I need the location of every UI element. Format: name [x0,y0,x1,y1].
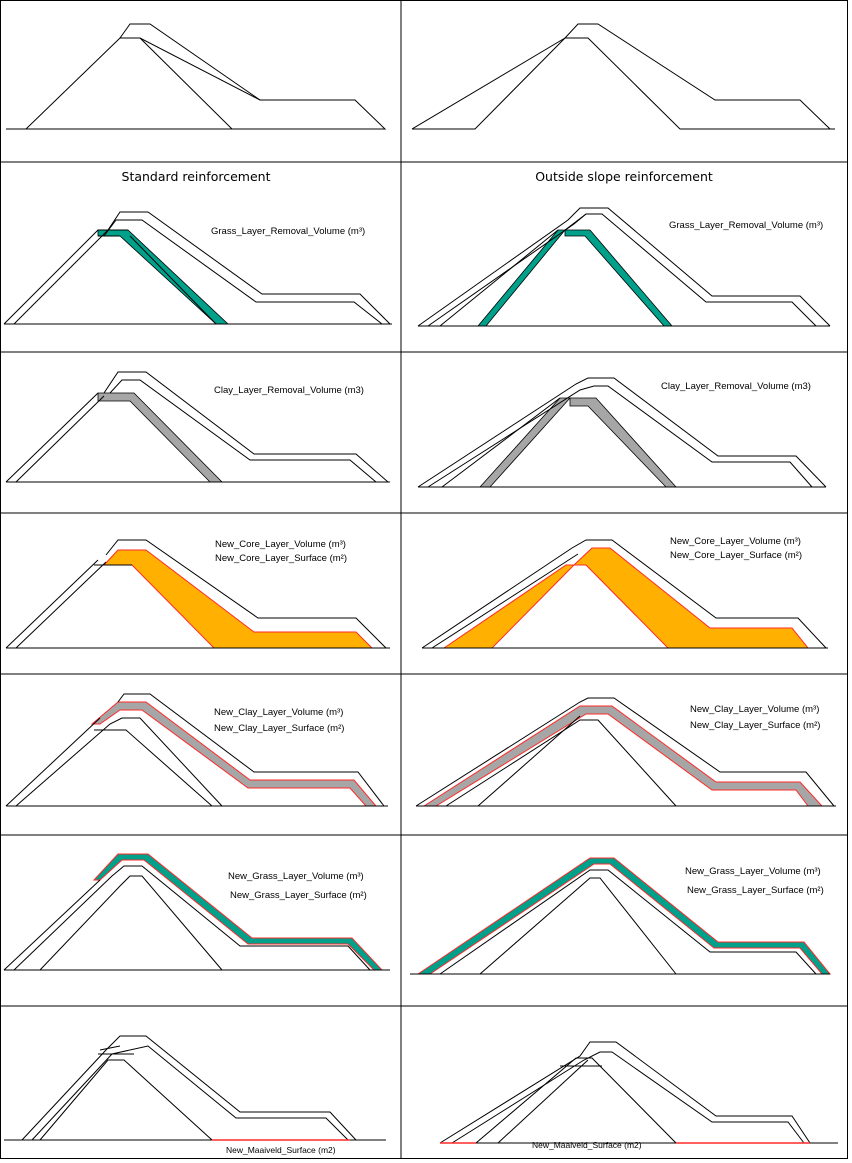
new-core-area-inner [572,547,810,649]
label-new-maaiveld-surface-outside: New_Maaiveld_Surface (m2) [532,1140,642,1150]
cell-outside-new-core: New_Core_Layer_Volume (m³) New_Core_Laye… [421,536,828,649]
cell-outside-new-maaiveld: New_Maaiveld_Surface (m2) [439,1041,838,1150]
label-clay-layer-removal-volume-outside: Clay_Layer_Removal_Volume (m3) [661,381,811,392]
header-standard-reinforcement: Standard reinforcement [122,169,271,184]
clay-removal-band [97,392,223,483]
cell-standard-new-grass: New_Grass_Layer_Volume (m³) New_Grass_La… [3,853,390,971]
label-new-grass-layer-surface: New_Grass_Layer_Surface (m²) [230,890,367,901]
label-grass-layer-removal-volume: Grass_Layer_Removal_Volume (m³) [211,226,365,237]
cell-outside-grass-removal: Grass_Layer_Removal_Volume (m³) [417,207,831,327]
new-core-area [102,549,374,649]
cell-standard-new-maaiveld: New_Maaiveld_Surface (m2) [4,1035,386,1155]
grass-removal-band [97,229,230,325]
clay-removal-band-outer [479,397,571,488]
label-new-clay-layer-surface-outside: New_Clay_Layer_Surface (m²) [690,720,820,731]
cell-standard-clay-removal: Clay_Layer_Removal_Volume (m3) [5,371,390,483]
cell-outside-base [411,23,835,130]
grass-removal-band-outer [477,229,566,327]
label-new-clay-layer-volume-outside: New_Clay_Layer_Volume (m³) [690,704,819,715]
label-new-grass-layer-volume-outside: New_Grass_Layer_Volume (m³) [685,866,821,877]
clay-removal-band-inner [569,397,677,488]
label-new-core-layer-volume-outside: New_Core_Layer_Volume (m³) [670,536,801,547]
new-core-area-outer [442,564,576,649]
cell-standard-base [6,23,387,130]
label-new-grass-layer-volume: New_Grass_Layer_Volume (m³) [228,871,364,882]
cell-standard-new-core: New_Core_Layer_Volume (m³) New_Core_Laye… [5,539,390,649]
label-new-core-layer-volume: New_Core_Layer_Volume (m³) [215,539,346,550]
header-outside-slope-reinforcement: Outside slope reinforcement [535,169,713,184]
label-grass-layer-removal-volume-outside: Grass_Layer_Removal_Volume (m³) [669,220,823,231]
label-new-core-layer-surface-outside: New_Core_Layer_Surface (m²) [670,550,802,561]
cell-outside-clay-removal: Clay_Layer_Removal_Volume (m3) [417,377,827,488]
cell-standard-grass-removal: Grass_Layer_Removal_Volume (m³) [3,211,392,325]
cell-outside-new-clay: New_Clay_Layer_Volume (m³) New_Clay_Laye… [415,697,836,807]
label-new-grass-layer-surface-outside: New_Grass_Layer_Surface (m²) [687,885,824,896]
label-new-maaiveld-surface: New_Maaiveld_Surface (m2) [226,1145,336,1155]
cell-outside-new-grass: New_Grass_Layer_Volume (m³) New_Grass_La… [410,857,832,975]
label-new-core-layer-surface: New_Core_Layer_Surface (m²) [215,553,347,564]
cell-standard-new-clay: New_Clay_Layer_Volume (m³) New_Clay_Laye… [5,693,388,807]
label-new-clay-layer-surface: New_Clay_Layer_Surface (m²) [214,723,344,734]
grass-removal-band-inner [564,229,673,327]
label-new-clay-layer-volume: New_Clay_Layer_Volume (m³) [214,707,343,718]
label-clay-layer-removal-volume: Clay_Layer_Removal_Volume (m3) [214,385,364,396]
